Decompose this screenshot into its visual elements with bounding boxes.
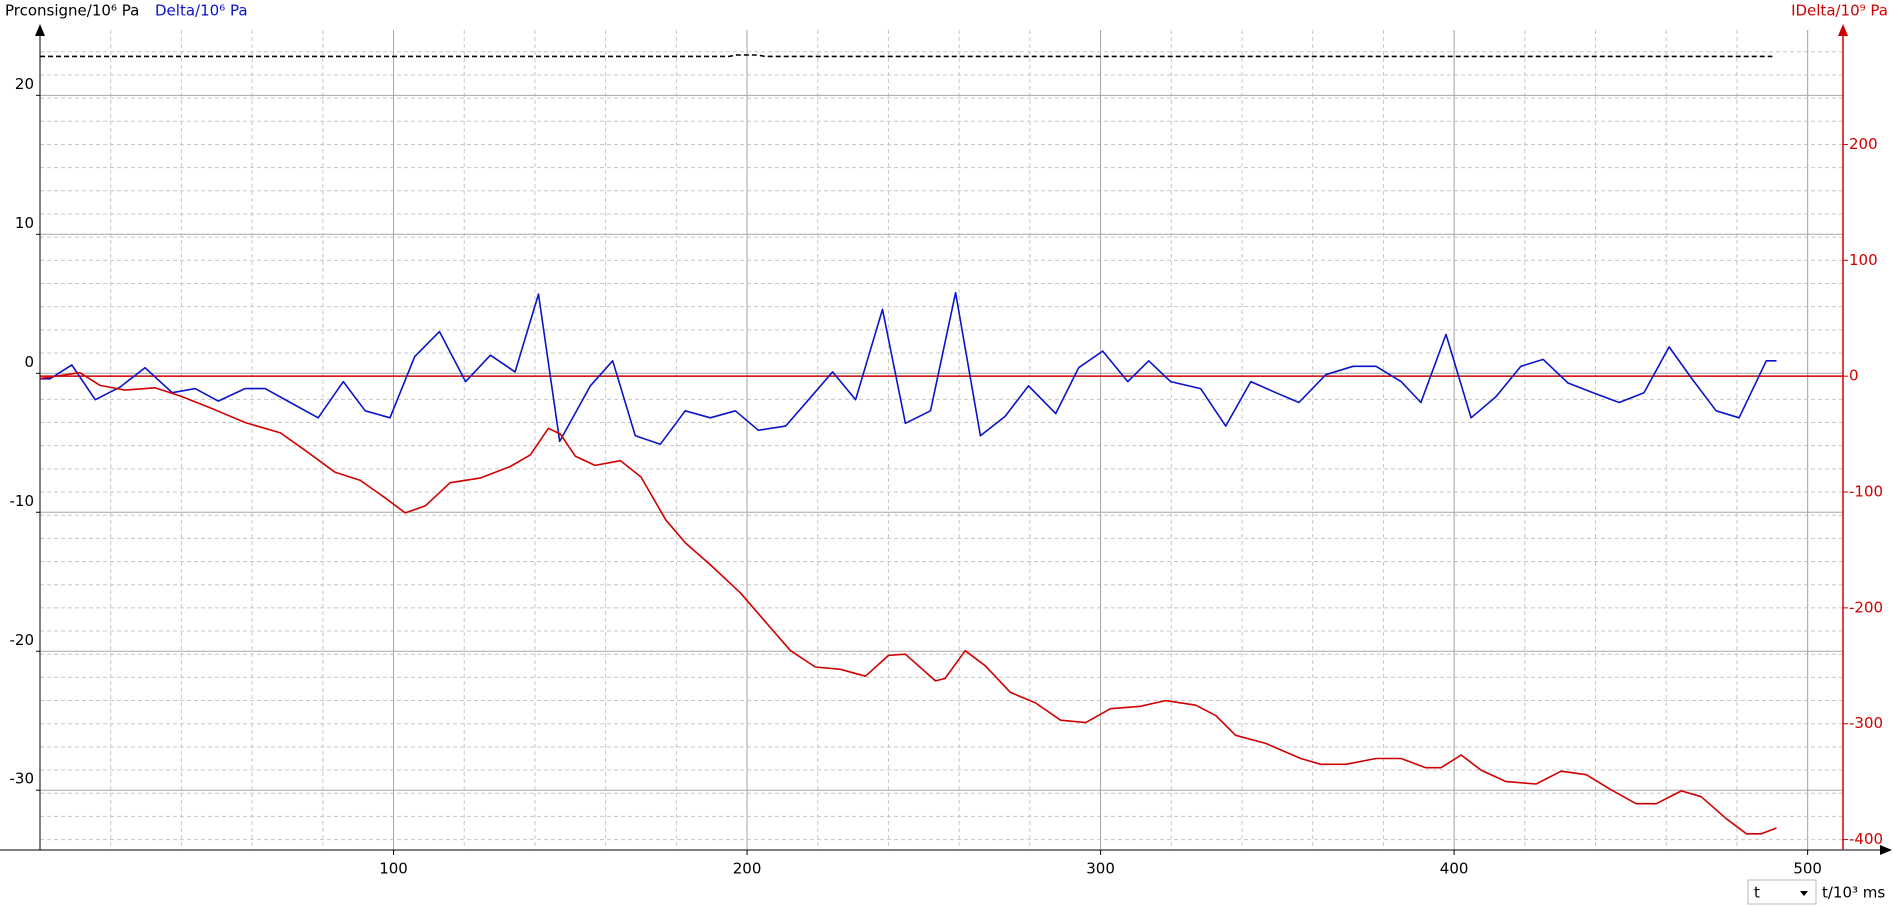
x-tick-label: 500	[1793, 860, 1822, 878]
y-tick-label: 0	[24, 353, 34, 371]
y-tick-label: -10	[10, 492, 35, 510]
x-selector[interactable]: t	[1747, 879, 1817, 905]
y-tick-label: 20	[15, 75, 34, 93]
dropdown-arrow[interactable]	[1800, 891, 1808, 896]
y2-tick-label: -300	[1849, 714, 1883, 732]
dropdown-value[interactable]: t	[1754, 884, 1760, 902]
series-line	[39, 371, 1777, 835]
y2-tick-label: 200	[1849, 135, 1878, 153]
legend-entry: Prconsigne/10⁶ Pa	[5, 2, 139, 20]
legend-entry: IDelta/10⁹ Pa	[1791, 2, 1888, 20]
y-tick-label: 10	[15, 214, 34, 232]
plot: 100 200 300 400 500-30-20-1001020-400-300-20…	[0, 24, 1892, 878]
y-tick-label: -30	[10, 770, 35, 788]
legend-entry: Delta/10⁶ Pa	[155, 2, 248, 20]
y2-tick-label: 100	[1849, 251, 1878, 269]
x-tick-label: 300	[1086, 860, 1115, 878]
x-tick-label: 400	[1440, 860, 1469, 878]
x-axis-arrow	[1880, 845, 1892, 855]
y2-tick-label: 0	[1849, 367, 1859, 385]
y-tick-label: -20	[10, 631, 35, 649]
series-line	[40, 54, 1773, 58]
y2-tick-label: -100	[1849, 483, 1883, 501]
x-tick-label: 100	[379, 860, 408, 878]
y-axis-arrow	[35, 24, 45, 36]
x-tick-label: 200	[733, 860, 762, 878]
series-line	[40, 291, 1777, 445]
y2-tick-label: -400	[1849, 830, 1883, 848]
x-axis-label: t/10³ ms	[1822, 884, 1885, 902]
y2-axis-arrow	[1838, 24, 1848, 36]
y2-tick-label: -200	[1849, 598, 1883, 616]
